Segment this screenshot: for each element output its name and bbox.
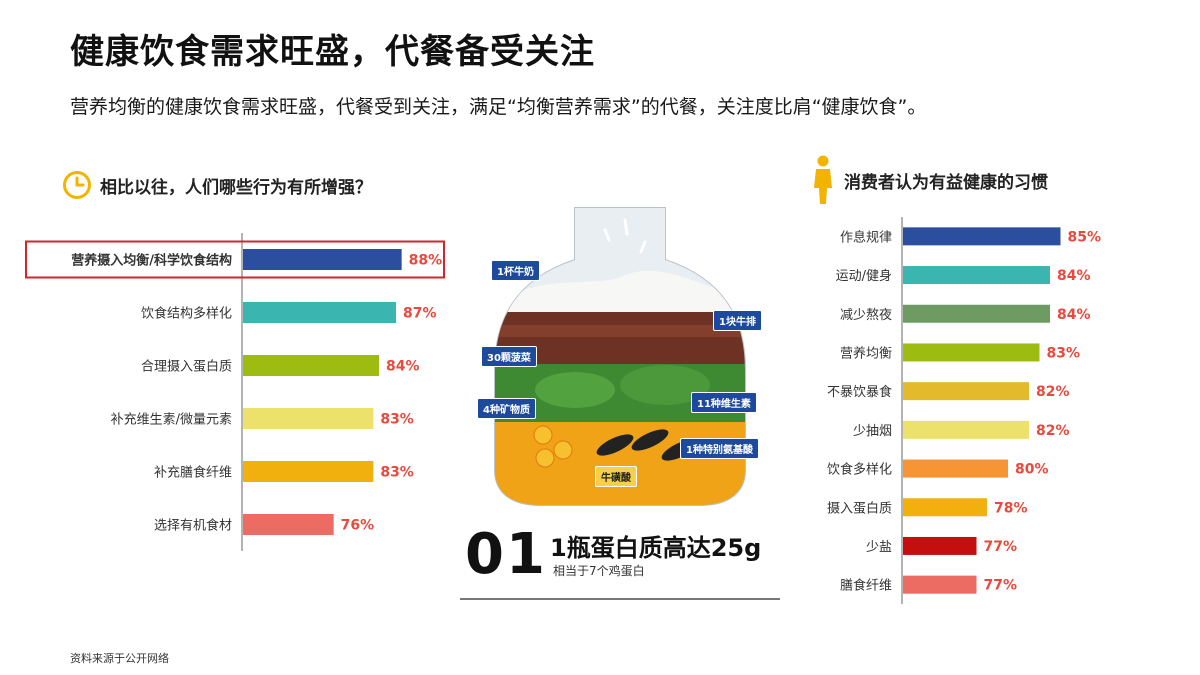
category-label: 不暴饮暴食 bbox=[827, 384, 892, 400]
value-label: 87% bbox=[403, 306, 437, 322]
value-label: 77% bbox=[984, 578, 1018, 594]
bar bbox=[903, 459, 1008, 478]
highlight-box bbox=[25, 240, 445, 279]
category-label: 饮食多样化 bbox=[827, 462, 892, 478]
protein-headline: 1瓶蛋白质高达25g bbox=[550, 534, 762, 562]
value-label: 83% bbox=[1047, 345, 1081, 361]
tag-milk: 1杯牛奶 bbox=[491, 260, 540, 281]
bar bbox=[243, 461, 374, 482]
tag-amino-acid: 1种特别氨基酸 bbox=[680, 438, 759, 459]
left-bar-chart: 营养摄入均衡/科学饮食结构 88% 饮食结构多样化 87% 合理摄入蛋白质 84% 补充维生… bbox=[20, 225, 460, 575]
value-label: 76% bbox=[341, 518, 375, 534]
value-label: 80% bbox=[1015, 462, 1049, 478]
source-note: 资料来源于公开网络 bbox=[70, 652, 169, 665]
right-section-title: 消费者认为有益健康的习惯 bbox=[844, 172, 1048, 193]
bar bbox=[903, 382, 1029, 401]
value-label: 77% bbox=[984, 539, 1018, 555]
protein-note: 相当于7个鸡蛋白 bbox=[553, 564, 645, 578]
panel-baseline bbox=[460, 598, 780, 600]
tag-steak: 1块牛排 bbox=[713, 310, 762, 331]
value-label: 85% bbox=[1068, 229, 1102, 245]
bar bbox=[243, 249, 402, 270]
value-label: 82% bbox=[1036, 423, 1070, 439]
category-label: 饮食结构多样化 bbox=[141, 306, 232, 322]
bar bbox=[243, 408, 374, 429]
bar bbox=[903, 227, 1061, 246]
tag-vitamins: 11种维生素 bbox=[691, 392, 757, 413]
big-number: 01 bbox=[465, 522, 547, 587]
category-label: 少盐 bbox=[866, 540, 892, 555]
category-label: 减少熬夜 bbox=[840, 307, 892, 323]
value-label: 83% bbox=[380, 412, 414, 428]
right-bar-chart: 作息规律 85% 运动/健身 84% 减少熬夜 84% 营养均衡 83% 不暴饮暴食 82% 少抽烟… bbox=[780, 215, 1160, 610]
product-illustration: 1杯牛奶 1块牛排 30颗菠菜 11种维生素 4种矿物质 1种特别氨基酸 牛磺酸… bbox=[455, 200, 785, 600]
value-label: 84% bbox=[1057, 307, 1091, 323]
category-label: 作息规律 bbox=[840, 229, 892, 245]
right-section-heading: 消费者认为有益健康的习惯 bbox=[810, 154, 1048, 206]
category-label: 合理摄入蛋白质 bbox=[141, 359, 232, 375]
tag-spinach: 30颗菠菜 bbox=[481, 346, 537, 367]
category-label: 选择有机食材 bbox=[154, 518, 232, 534]
value-label: 88% bbox=[409, 253, 443, 269]
bar bbox=[903, 266, 1050, 285]
category-label: 膳食纤维 bbox=[840, 578, 892, 594]
category-label: 补充维生素/微量元素 bbox=[111, 412, 232, 428]
value-label: 78% bbox=[994, 500, 1028, 516]
bar bbox=[903, 304, 1050, 323]
value-label: 82% bbox=[1036, 384, 1070, 400]
value-label: 84% bbox=[1057, 268, 1091, 284]
bar bbox=[903, 536, 977, 555]
bar bbox=[903, 420, 1029, 439]
bar bbox=[903, 343, 1040, 362]
category-label: 摄入蛋白质 bbox=[827, 500, 892, 516]
bar bbox=[243, 355, 379, 376]
tag-minerals: 4种矿物质 bbox=[477, 398, 536, 419]
category-label: 运动/健身 bbox=[836, 268, 892, 284]
page-title: 健康饮食需求旺盛，代餐备受关注 bbox=[70, 32, 595, 72]
value-label: 84% bbox=[386, 359, 420, 375]
person-icon bbox=[814, 155, 832, 204]
page-subtitle: 营养均衡的健康饮食需求旺盛，代餐受到关注，满足“均衡营养需求”的代餐，关注度比肩… bbox=[70, 96, 927, 118]
bar bbox=[903, 575, 977, 594]
category-label: 营养均衡 bbox=[840, 345, 892, 361]
tag-taurine: 牛磺酸 bbox=[595, 466, 637, 487]
value-label: 83% bbox=[380, 465, 414, 481]
category-label: 营养摄入均衡/科学饮食结构 bbox=[71, 253, 232, 269]
category-label: 补充膳食纤维 bbox=[154, 465, 232, 481]
category-label: 少抽烟 bbox=[853, 424, 892, 439]
left-section-title: 相比以往，人们哪些行为有所增强？ bbox=[100, 177, 372, 198]
left-section-heading: 相比以往，人们哪些行为有所增强？ bbox=[62, 170, 372, 200]
bar bbox=[243, 302, 396, 323]
bar bbox=[243, 514, 334, 535]
clock-icon bbox=[63, 171, 91, 199]
bar bbox=[903, 498, 987, 517]
